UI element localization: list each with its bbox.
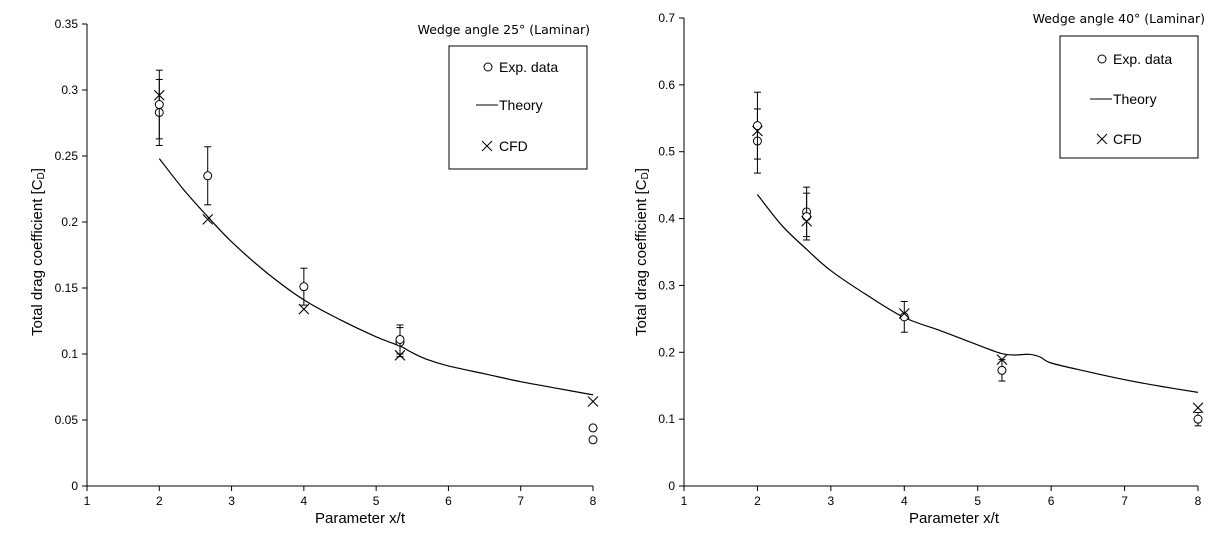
chart-left-x-tick-label: 8 [590,494,597,508]
chart-left-x-tick-label: 4 [301,494,308,508]
chart-right-y-tick-label: 0.5 [658,145,675,159]
chart-right-cfd-point [898,308,910,319]
chart-left-y-tick-label: 0.3 [61,83,78,97]
chart-right-x-tick-label: 5 [974,494,981,508]
chart-left-annotation: Wedge angle 25° (Laminar) [418,22,590,37]
chart-left-y-tick-label: 0 [71,479,78,493]
chart-left-y-tick-label: 0.2 [61,215,78,229]
chart-left-x-tick-label: 5 [373,494,380,508]
chart-right-ylabel-sub: D [640,172,651,179]
chart-left-cfd-point [202,213,214,225]
chart-right-legend-exp: Exp. data [1113,51,1172,67]
chart-right-xlabel: Parameter x/t [909,510,1000,527]
chart-right-cfd-stroke [1192,402,1204,414]
chart-left-exp-point [154,100,164,110]
chart-left-x-tick-label: 1 [84,494,91,508]
chart-left-theory-line [158,158,594,396]
chart-left-x-tick-label: 6 [445,494,452,508]
chart-right-x-tick-label: 7 [1121,494,1128,508]
chart-left-ylabel-main: Total drag coefficient [C [29,179,46,336]
chart-left-y-tick-label: 0.1 [61,347,78,361]
chart-right-y-tick-label: 0.6 [658,78,675,92]
chart-left-xlabel: Parameter x/t [315,510,406,527]
chart-right-cfd-point [1192,402,1204,414]
chart-left-cfd-stroke [202,213,214,225]
chart-right-cfd-point [996,354,1008,366]
chart-right-annotation: Wedge angle 40° (Laminar) [1033,11,1205,26]
chart-right-y-tick-label: 0.1 [658,412,675,426]
chart-left-cfd-stroke [153,89,165,101]
chart-right-cfd-point [752,125,763,137]
chart-right-exp-point [802,212,812,222]
chart-left-exp-point [588,423,598,433]
chart-left-cfd-stroke [298,303,310,315]
chart-right: Wedge angle 40° (Laminar) Parameter x/t … [633,11,1205,527]
chart-right-legend-cross-marker [1096,133,1108,145]
chart-right-legend-box [1059,35,1199,159]
chart-right-exp-point [752,121,762,131]
chart-right-ylabel-end: ] [633,168,650,172]
chart-right-legend-theory: Theory [1113,91,1157,107]
chart-left-x-tick-label: 2 [156,494,163,508]
chart-left-ylabel-end: ] [29,168,46,172]
chart-right-y-tick-label: 0 [668,479,675,493]
chart-left-cfd-stroke [587,396,599,407]
chart-left-cfd-point [153,89,165,101]
chart-right-cfd-stroke [752,125,763,137]
chart-left-plot-area: 0 0.05 0.1 0.15 0.2 0.25 0.3 0.35 1 2 3 4 5 6 7 8 [55,17,599,508]
chart-right-ylabel-main: Total drag coefficient [C [633,179,650,336]
chart-right-x-tick-label: 8 [1195,494,1202,508]
chart-right-plot-area: 0 0.1 0.2 0.3 0.4 0.5 0.6 0.7 1 2 3 4 5 6 7 8 [658,11,1204,508]
chart-left-y-tick-label: 0.15 [55,281,79,295]
chart-right-theory-line [756,194,1199,393]
chart-left-cfd-point [587,396,599,407]
chart-left-exp-point [588,435,598,445]
chart-right-exp-point [1193,414,1203,424]
chart-left-legend-cfd: CFD [499,138,528,154]
chart-left-legend-cross-marker [481,140,493,152]
chart-left-y-tick-label: 0.25 [55,149,79,163]
chart-left-cfd-point [298,303,310,315]
chart-left: Wedge angle 25° (Laminar) Parameter x/t … [29,22,590,527]
chart-left-x-tick-label: 7 [517,494,524,508]
chart-right-cfd-stroke [898,308,910,319]
chart-right-legend-circle-marker [1097,54,1107,64]
chart-left-cfd-point [394,349,406,361]
chart-left-y-tick-label: 0.05 [55,413,79,427]
chart-left-legend-circle-marker [483,62,493,72]
chart-right-y-tick-label: 0.4 [658,212,675,226]
chart-right-y-tick-label: 0.7 [658,11,675,25]
chart-right-ylabel: Total drag coefficient [CD] [633,168,651,336]
chart-left-ylabel: Total drag coefficient [CD] [29,168,47,336]
chart-right-x-tick-label: 3 [828,494,835,508]
chart-right-cfd-stroke [996,354,1008,366]
chart-right-x-tick-label: 4 [901,494,908,508]
chart-right-exp-point [997,365,1007,375]
chart-left-exp-point [299,282,309,292]
chart-right-x-tick-label: 1 [681,494,688,508]
chart-left-exp-point [203,171,213,181]
chart-right-cfd-stroke [801,215,813,227]
chart-left-exp-point [395,334,405,344]
chart-left-cfd-stroke [394,349,406,361]
chart-left-legend-theory: Theory [499,97,543,113]
chart-left-legend-box [448,45,588,170]
chart-right-y-tick-label: 0.3 [658,278,675,292]
chart-left-x-tick-label: 3 [228,494,235,508]
chart-right-legend-cfd: CFD [1113,131,1142,147]
chart-left-ylabel-sub: D [36,172,47,179]
chart-right-y-tick-label: 0.2 [658,345,675,359]
chart-left-legend-exp: Exp. data [499,59,558,75]
chart-left-y-tick-label: 0.35 [55,17,79,31]
chart-right-cfd-point [801,215,813,227]
chart-right-x-tick-label: 2 [754,494,761,508]
chart-right-x-tick-label: 6 [1048,494,1055,508]
